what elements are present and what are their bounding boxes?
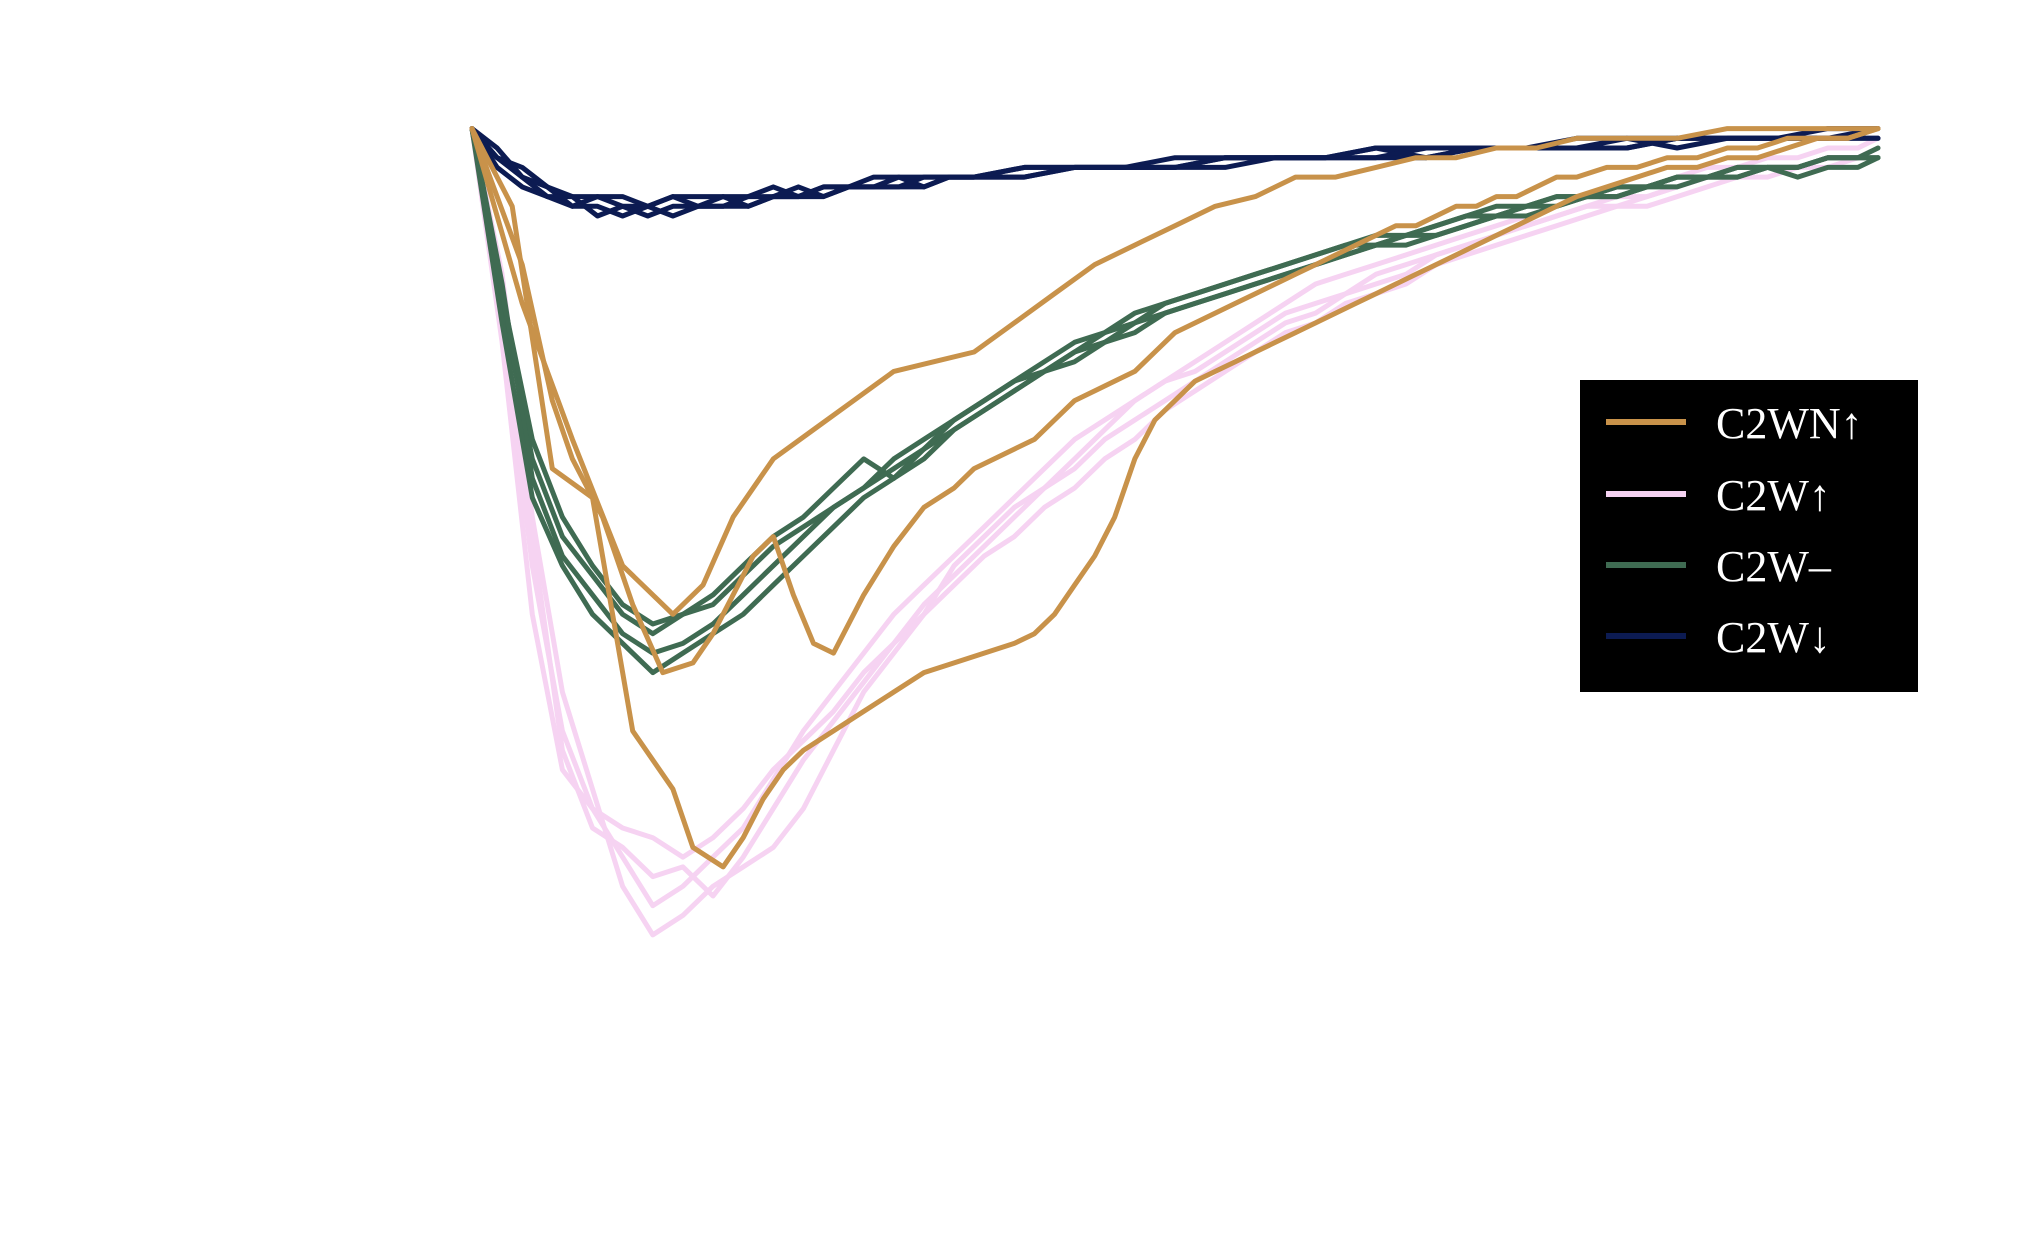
legend-entry-c2wn-up: C2WN↑	[1606, 399, 1863, 448]
legend-label-c2w-down: C2W↓	[1716, 613, 1831, 662]
legend-entry-c2w-neutral: C2W–	[1606, 542, 1832, 591]
series-line-c2wn-up-1	[469, 126, 1881, 870]
series-line-c2w-up-5	[469, 126, 1881, 899]
legend-entry-c2w-down: C2W↓	[1606, 613, 1831, 662]
legend-entry-c2w-up: C2W↑	[1606, 471, 1831, 520]
legend-background	[1580, 380, 1918, 692]
series-line-c2w-up-6	[469, 126, 1881, 860]
legend-label-c2w-up: C2W↑	[1716, 471, 1831, 520]
series-line-c2w-neutral-10	[469, 126, 1881, 627]
series-layer	[469, 126, 1881, 938]
legend-label-c2wn-up: C2WN↑	[1716, 399, 1863, 448]
legend: C2WN↑ C2W↑ C2W– C2W↓	[1580, 380, 1918, 692]
series-line-c2wn-up-2	[469, 126, 1881, 617]
series-line-c2wn-up-0	[469, 126, 1881, 676]
legend-label-c2w-neutral: C2W–	[1716, 542, 1832, 591]
